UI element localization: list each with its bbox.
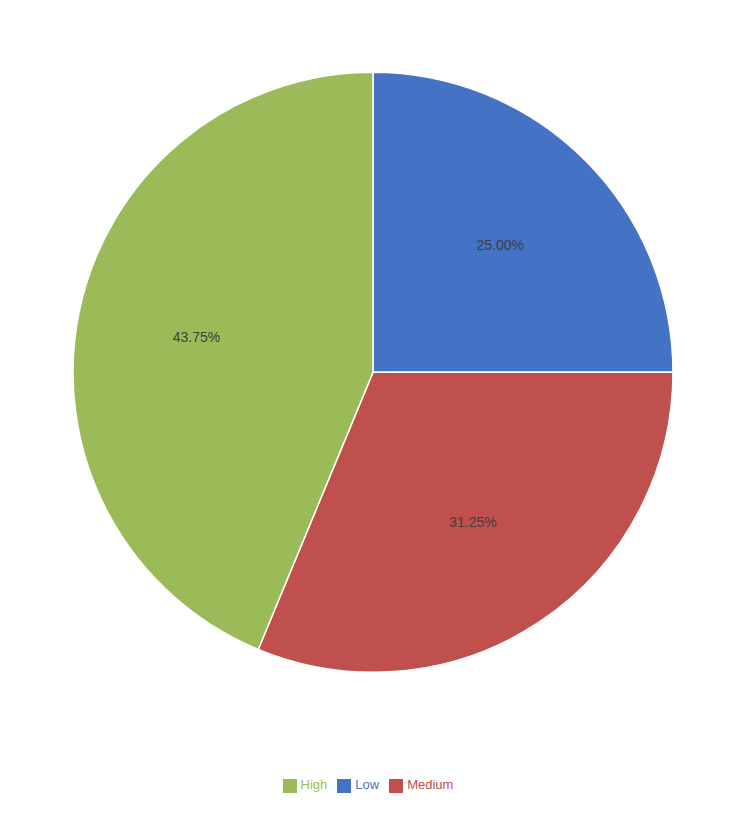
html-text:High: High: [300, 777, 328, 793]
svg-text:43.75%: 43.75%: [173, 329, 220, 345]
html-text:Low: Low: [355, 777, 380, 793]
svg-text:25.00%: 25.00%: [477, 237, 524, 253]
html-text:Medium: Medium: [407, 777, 454, 793]
svg-text:31.25%: 31.25%: [449, 514, 496, 530]
